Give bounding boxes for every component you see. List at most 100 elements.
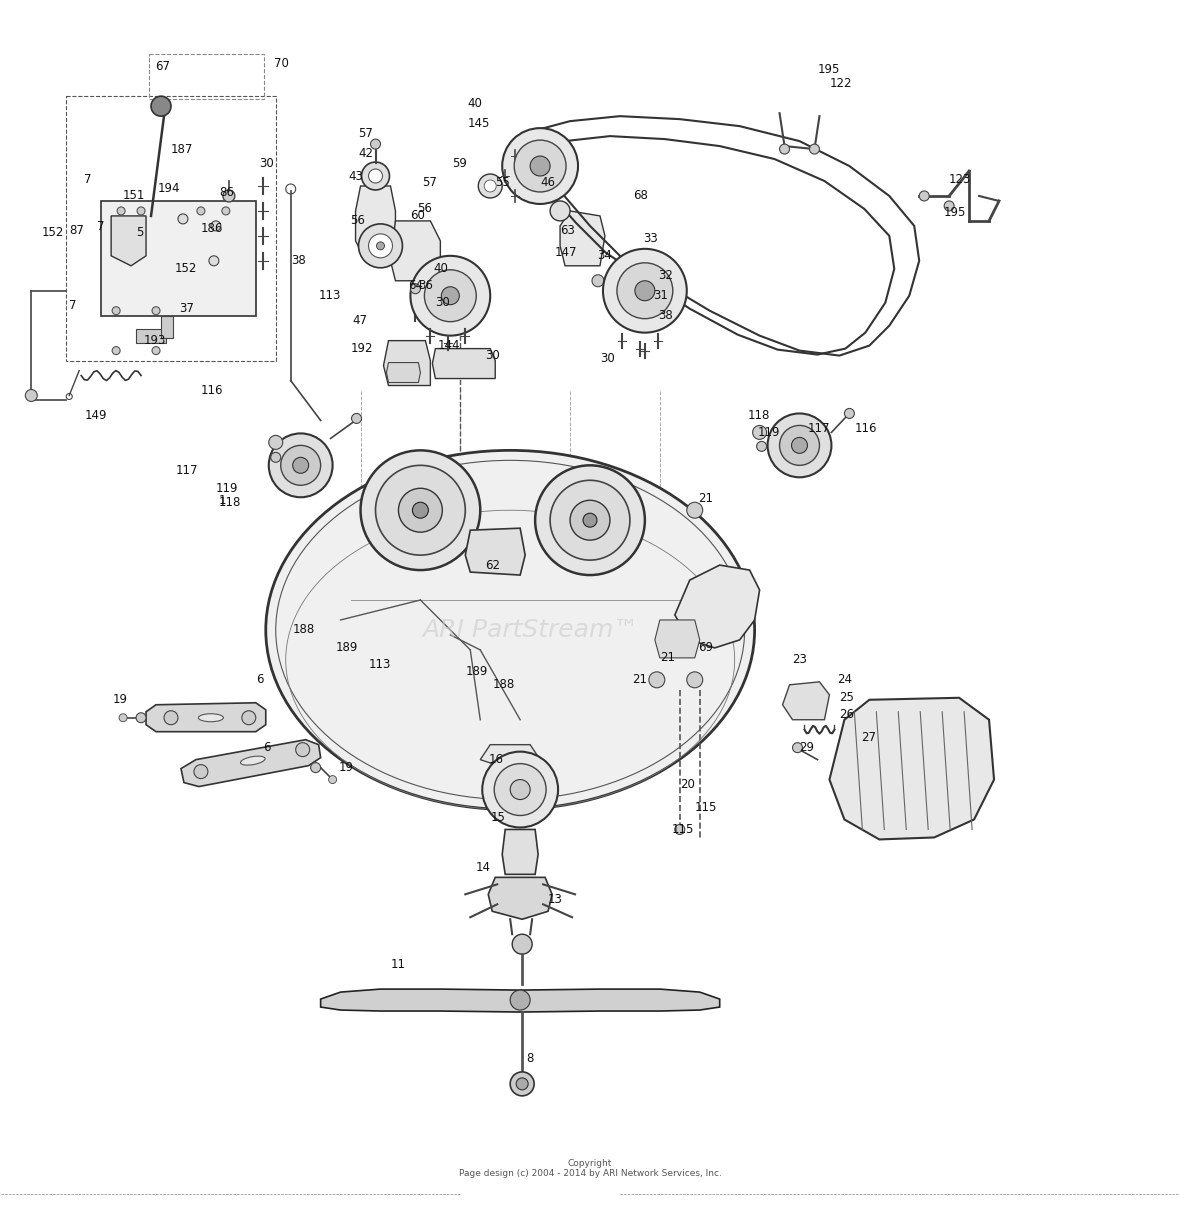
Circle shape	[494, 764, 546, 816]
Circle shape	[550, 480, 630, 560]
Text: 189: 189	[465, 665, 487, 678]
Circle shape	[359, 224, 402, 268]
Text: 118: 118	[218, 496, 241, 509]
Text: 67: 67	[155, 59, 170, 73]
Circle shape	[845, 409, 854, 418]
Text: 119: 119	[216, 481, 238, 494]
Text: ARI PartStream™: ARI PartStream™	[422, 618, 638, 642]
Text: 14: 14	[476, 861, 490, 874]
Circle shape	[164, 711, 178, 724]
Circle shape	[478, 174, 503, 198]
Circle shape	[516, 1078, 529, 1089]
Text: 38: 38	[290, 254, 306, 267]
Circle shape	[310, 763, 321, 773]
Circle shape	[361, 162, 389, 190]
Circle shape	[361, 451, 480, 571]
Circle shape	[152, 347, 160, 354]
Circle shape	[328, 776, 336, 783]
Circle shape	[510, 1072, 535, 1095]
Circle shape	[510, 990, 530, 1010]
Circle shape	[617, 262, 673, 319]
Circle shape	[780, 426, 819, 465]
Text: 188: 188	[293, 624, 315, 636]
Circle shape	[687, 672, 703, 688]
Text: 7: 7	[70, 299, 77, 312]
Circle shape	[223, 190, 235, 202]
Text: 70: 70	[274, 57, 289, 70]
Polygon shape	[384, 341, 431, 386]
Bar	[160, 316, 173, 337]
Text: 21: 21	[660, 652, 675, 665]
Circle shape	[687, 502, 703, 519]
Text: 116: 116	[201, 384, 223, 397]
Circle shape	[484, 180, 497, 192]
Circle shape	[793, 742, 802, 753]
Text: 64: 64	[408, 279, 424, 293]
Text: 30: 30	[599, 352, 615, 365]
Circle shape	[503, 128, 578, 204]
Circle shape	[944, 201, 955, 210]
Text: 42: 42	[359, 146, 374, 160]
Circle shape	[197, 207, 205, 215]
Text: 34: 34	[597, 249, 612, 262]
Text: 40: 40	[467, 97, 483, 110]
Text: 63: 63	[560, 225, 575, 237]
Polygon shape	[560, 210, 605, 266]
Text: 55: 55	[496, 177, 510, 190]
Text: 86: 86	[218, 186, 234, 199]
Circle shape	[119, 713, 127, 722]
Polygon shape	[387, 363, 420, 382]
Text: 195: 195	[944, 207, 966, 219]
Circle shape	[767, 413, 832, 478]
Text: 30: 30	[435, 296, 450, 310]
Text: 56: 56	[418, 202, 432, 215]
Text: 24: 24	[838, 673, 852, 687]
Text: 188: 188	[492, 678, 514, 692]
Text: 194: 194	[158, 183, 181, 196]
Circle shape	[352, 413, 361, 423]
Polygon shape	[432, 348, 496, 378]
Text: 38: 38	[657, 310, 673, 322]
Circle shape	[222, 207, 230, 215]
Circle shape	[780, 144, 789, 154]
Text: 21: 21	[697, 492, 713, 504]
Text: 152: 152	[41, 226, 64, 239]
Circle shape	[675, 825, 684, 834]
Text: 57: 57	[422, 177, 438, 190]
Text: 151: 151	[123, 190, 145, 202]
Circle shape	[792, 438, 807, 453]
Text: 25: 25	[839, 692, 854, 705]
Circle shape	[209, 256, 218, 266]
Text: 147: 147	[555, 247, 577, 259]
Text: 113: 113	[319, 289, 341, 302]
Text: 113: 113	[368, 659, 391, 671]
Text: 87: 87	[70, 225, 84, 237]
Circle shape	[137, 207, 145, 215]
Circle shape	[368, 169, 382, 183]
Polygon shape	[503, 829, 538, 874]
Text: 20: 20	[680, 779, 695, 791]
Circle shape	[510, 780, 530, 799]
Circle shape	[242, 711, 256, 724]
Text: 193: 193	[144, 334, 166, 347]
Circle shape	[269, 433, 333, 497]
Text: 21: 21	[632, 673, 647, 687]
Text: 7: 7	[97, 220, 105, 233]
Circle shape	[919, 191, 929, 201]
Circle shape	[413, 502, 428, 519]
Circle shape	[375, 465, 465, 555]
Circle shape	[112, 347, 120, 354]
Text: 31: 31	[653, 289, 668, 302]
Text: 37: 37	[179, 302, 194, 316]
Text: 144: 144	[438, 339, 460, 352]
Circle shape	[550, 201, 570, 221]
Text: 123: 123	[949, 173, 971, 185]
Text: 192: 192	[350, 342, 373, 355]
Text: 5: 5	[136, 226, 144, 239]
Text: 57: 57	[359, 127, 373, 139]
Polygon shape	[830, 698, 994, 839]
Polygon shape	[782, 682, 830, 719]
Circle shape	[136, 713, 146, 723]
Circle shape	[151, 97, 171, 116]
Polygon shape	[480, 745, 540, 770]
